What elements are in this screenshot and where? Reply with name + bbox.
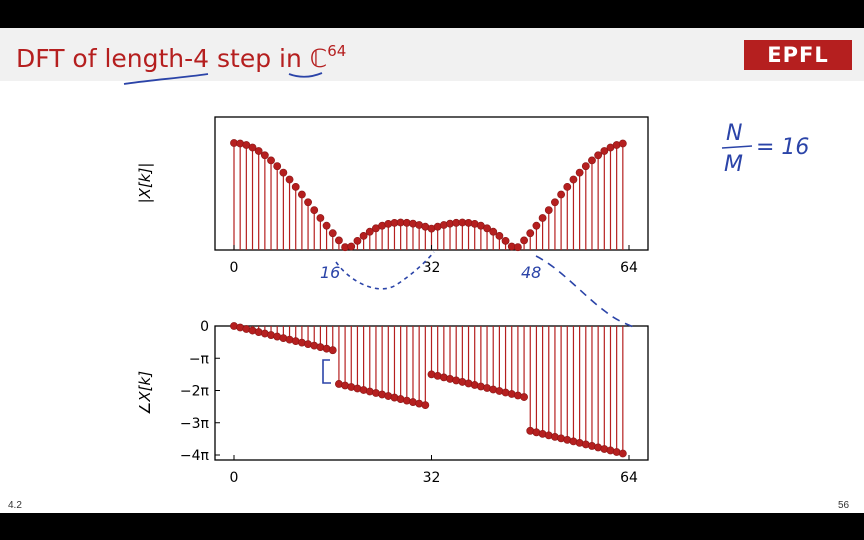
phase-xtick-label: 64: [620, 470, 638, 486]
magnitude-point: [335, 236, 343, 245]
phase-ylabel: ∠X[k]: [136, 371, 154, 415]
magnitude-point: [557, 190, 566, 199]
magnitude-point: [273, 162, 282, 171]
magnitude-point: [322, 221, 331, 230]
magnitude-point: [489, 227, 498, 236]
magnitude-point: [520, 236, 528, 245]
handwritten-underline-C64: [288, 72, 323, 78]
handwritten-numerator: N: [726, 121, 742, 146]
magnitude-point: [563, 182, 572, 191]
magnitude-point: [501, 236, 510, 245]
handwritten-denominator: M: [724, 152, 743, 177]
magnitude-ylabel: |X[k]|: [136, 163, 154, 204]
magnitude-point: [483, 224, 491, 233]
magnitude-point: [544, 206, 553, 215]
magnitude-point: [310, 206, 319, 215]
magnitude-point: [526, 229, 535, 238]
magnitude-point: [316, 214, 325, 222]
phase-xtick-label: 0: [230, 470, 239, 486]
handwritten-equals-16: = 16: [756, 135, 809, 160]
phase-chart: 0 32 64 0 −π −2π −3π −4π ∠X[k]: [136, 319, 649, 486]
epfl-logo: EPFL: [744, 40, 852, 70]
slide: DFT of length-4 step in ℂ64 EPFL 4.2 56: [0, 28, 864, 513]
handwritten-mark-48: 48: [521, 263, 541, 282]
magnitude-point: [588, 156, 596, 165]
magnitude-point: [297, 190, 306, 199]
phase-point: [328, 346, 337, 355]
magnitude-point: [353, 236, 362, 245]
magnitude-point: [347, 242, 356, 251]
magnitude-point: [254, 147, 263, 155]
magnitude-xtick-label: 0: [230, 260, 239, 276]
magnitude-point: [532, 221, 541, 230]
magnitude-point: [581, 162, 590, 171]
magnitude-point: [600, 147, 609, 155]
magnitude-point: [260, 151, 269, 160]
phase-xtick-label: 32: [423, 470, 441, 486]
section-number: 4.2: [8, 500, 22, 511]
phase-ytick-label: 0: [200, 319, 209, 335]
magnitude-point: [365, 227, 374, 236]
magnitude-point: [328, 229, 337, 238]
phase-point: [520, 393, 528, 401]
handwritten-bracket: [322, 359, 331, 384]
magnitude-chart: 0 32 64 |X[k]|: [136, 116, 649, 276]
magnitude-point: [594, 151, 603, 160]
phase-point: [421, 401, 430, 410]
handwritten-mark-16: 16: [320, 263, 340, 282]
magnitude-point: [618, 139, 627, 148]
magnitude-point: [569, 175, 578, 184]
magnitude-point: [267, 156, 275, 165]
phase-ytick-label: −3π: [180, 416, 210, 432]
magnitude-point: [285, 175, 294, 184]
magnitude-point: [538, 214, 547, 222]
page-number: 56: [838, 500, 850, 511]
phase-ytick-label: −2π: [180, 384, 210, 400]
magnitude-point: [279, 168, 288, 177]
title-bar: DFT of length-4 step in ℂ64 EPFL: [0, 28, 864, 81]
magnitude-point: [575, 168, 584, 177]
magnitude-point: [551, 198, 559, 207]
magnitude-point: [495, 232, 504, 240]
magnitude-xtick-label: 64: [620, 260, 638, 276]
magnitude-xtick-label: 32: [423, 260, 441, 276]
magnitude-point: [359, 232, 368, 240]
magnitude-point: [291, 182, 300, 191]
magnitude-point: [304, 198, 312, 207]
slide-title: DFT of length-4 step in ℂ64: [16, 42, 347, 73]
handwritten-annotations: [322, 145, 753, 384]
magnitude-point: [248, 143, 257, 152]
phase-ytick-label: −4π: [180, 448, 210, 464]
phase-ytick-label: −π: [189, 351, 210, 367]
handwritten-arc-48-64: [535, 255, 637, 329]
handwritten-underline-length: [123, 73, 209, 85]
handwritten-arc-16-32: [335, 251, 435, 290]
magnitude-point: [514, 243, 522, 252]
phase-point: [618, 449, 627, 458]
handwritten-fraction-bar: [721, 145, 753, 149]
